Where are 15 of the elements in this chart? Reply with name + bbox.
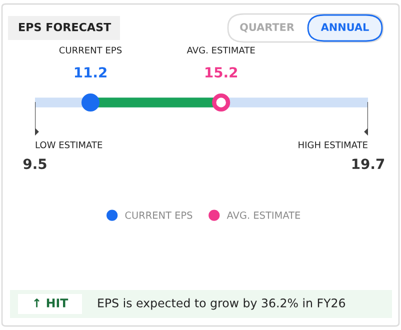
text: ↑ HIT bbox=[34, 298, 68, 308]
data-label: 19.7 bbox=[352, 158, 384, 170]
legend-label: CURRENT EPS bbox=[125, 212, 192, 219]
text: QUARTER bbox=[240, 23, 294, 32]
data-label: 15.2 bbox=[206, 67, 238, 78]
text: CURRENT EPS bbox=[59, 46, 122, 54]
text: EPS is expected to grow by 36.2% in FY26 bbox=[98, 298, 346, 310]
data-label: 11.2 bbox=[74, 67, 106, 78]
legend-label: LOW ESTIMATE bbox=[36, 141, 102, 148]
data-label: 9.5 bbox=[23, 158, 46, 170]
legend-label: AVG. ESTIMATE bbox=[226, 212, 300, 219]
text: ANNUAL bbox=[320, 23, 369, 32]
text: EPS FORECAST bbox=[19, 22, 112, 32]
legend-label: HIGH ESTIMATE bbox=[298, 141, 368, 148]
text: AVG. ESTIMATE bbox=[186, 46, 255, 54]
